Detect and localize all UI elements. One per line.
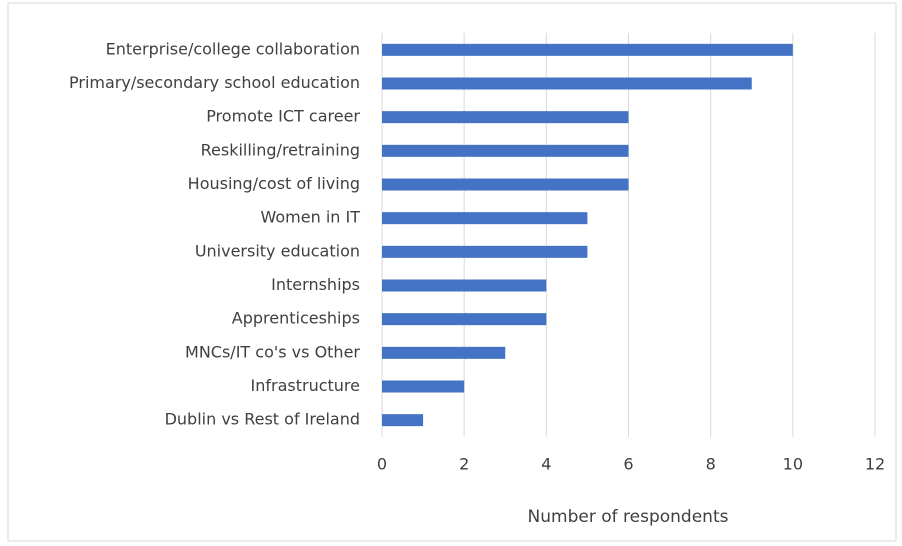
bar bbox=[382, 313, 547, 326]
bar bbox=[382, 111, 629, 124]
bar bbox=[382, 144, 629, 157]
y-tick-label: MNCs/IT co's vs Other bbox=[185, 342, 360, 361]
bar bbox=[382, 346, 506, 359]
bar bbox=[382, 380, 465, 393]
bar bbox=[382, 178, 629, 191]
y-tick-label: Enterprise/college collaboration bbox=[106, 39, 360, 58]
x-axis-title: Number of respondents bbox=[528, 507, 729, 527]
x-tick-label: 8 bbox=[706, 455, 716, 474]
y-tick-label: Women in IT bbox=[261, 208, 361, 227]
bar bbox=[382, 279, 547, 292]
x-tick-label: 12 bbox=[865, 455, 885, 474]
y-tick-label: Housing/cost of living bbox=[188, 174, 360, 193]
x-tick-label: 10 bbox=[783, 455, 803, 474]
chart-frame bbox=[7, 2, 897, 542]
bar bbox=[382, 43, 793, 56]
x-tick-label: 2 bbox=[459, 455, 469, 474]
bar bbox=[382, 245, 588, 258]
y-tick-label: Primary/secondary school education bbox=[69, 73, 360, 92]
y-tick-label: Promote ICT career bbox=[206, 107, 360, 126]
y-tick-label: Apprenticeships bbox=[232, 309, 360, 328]
bar bbox=[382, 414, 424, 427]
y-tick-label: Internships bbox=[271, 275, 360, 294]
bar bbox=[382, 212, 588, 225]
x-tick-label: 0 bbox=[377, 455, 387, 474]
y-tick-label: Dublin vs Rest of Ireland bbox=[165, 410, 360, 429]
bar bbox=[382, 77, 752, 90]
x-tick-label: 4 bbox=[541, 455, 551, 474]
y-tick-label: Reskilling/retraining bbox=[201, 140, 360, 159]
y-tick-label: University education bbox=[195, 241, 360, 260]
y-tick-label: Infrastructure bbox=[251, 376, 360, 395]
x-tick-label: 6 bbox=[623, 455, 633, 474]
